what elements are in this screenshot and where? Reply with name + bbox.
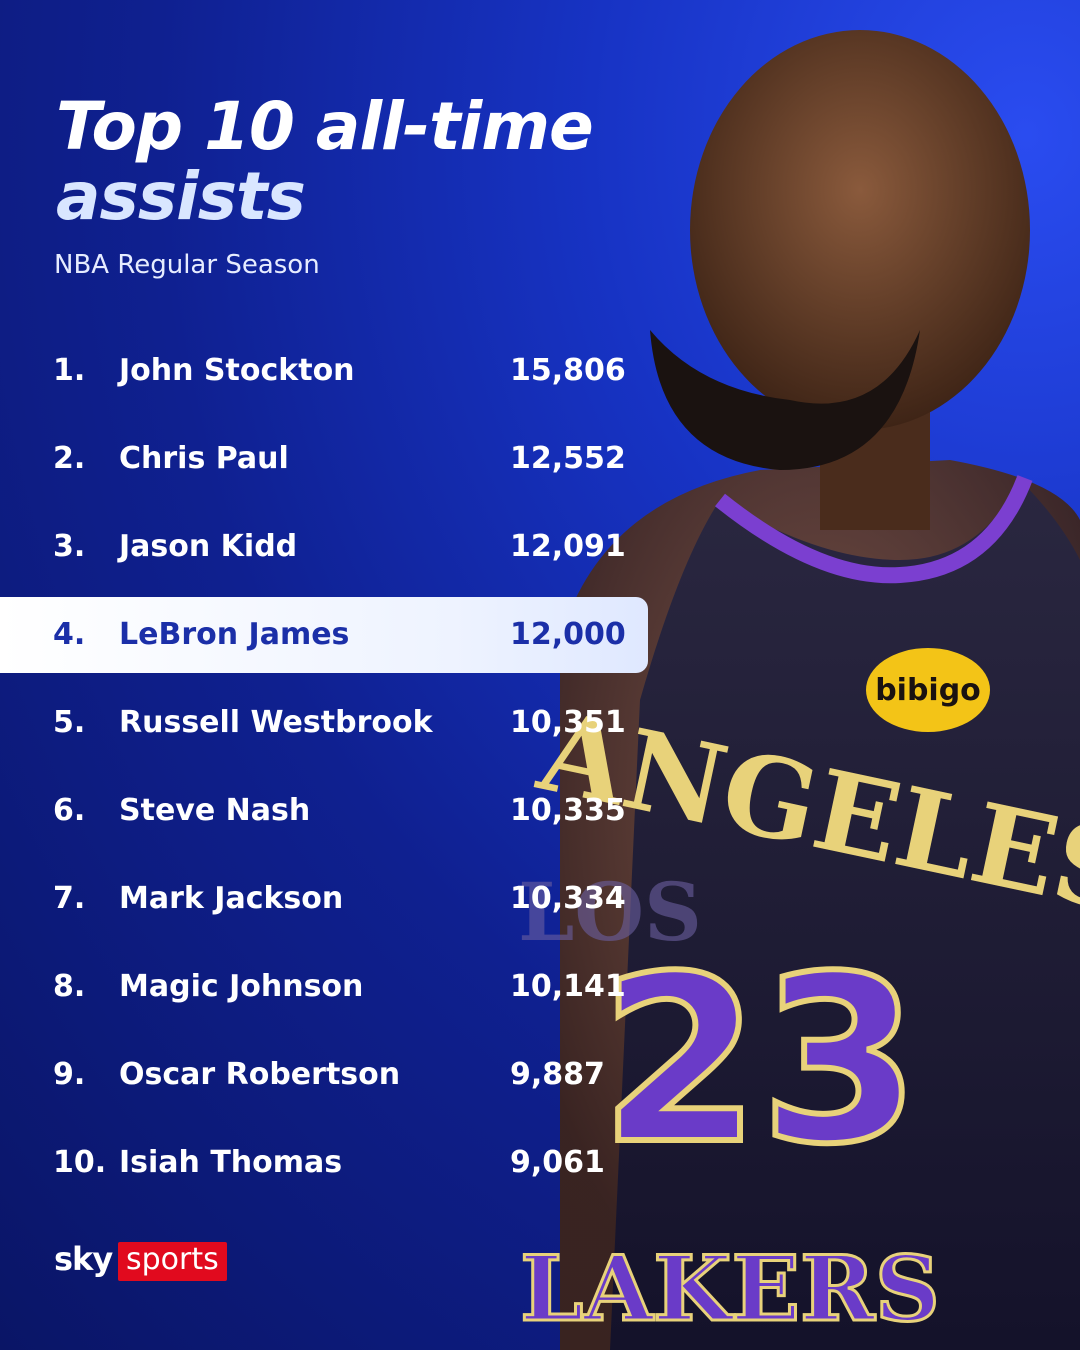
assists-value: 9,061 [510, 1145, 605, 1180]
assists-value: 12,091 [510, 529, 626, 564]
rank: 1. [53, 353, 86, 388]
player-name: Jason Kidd [119, 529, 298, 564]
player-name: John Stockton [119, 353, 355, 388]
jersey-text: LAKERS [520, 1236, 940, 1342]
rank: 4. [53, 617, 86, 652]
assists-value: 10,141 [510, 969, 626, 1004]
assists-value: 10,351 [510, 705, 626, 740]
assists-value: 10,335 [510, 793, 626, 828]
player-name: Magic Johnson [119, 969, 364, 1004]
subtitle: NBA Regular Season [54, 250, 320, 280]
head [690, 30, 1030, 430]
rank: 9. [53, 1057, 86, 1092]
row: 9. Oscar Robertson 9,887 [0, 1037, 648, 1113]
row: 5. Russell Westbrook 10,351 [0, 685, 648, 761]
assists-value: 12,000 [510, 617, 626, 652]
logo-sports: sports [118, 1242, 227, 1281]
highlighted-row: 4. LeBron James 12,000 [0, 597, 648, 673]
title: Top 10 all-time [56, 88, 594, 165]
jersey-number: 23 [600, 928, 920, 1195]
rank: 3. [53, 529, 86, 564]
rank: 7. [53, 881, 86, 916]
row: 8. Magic Johnson 10,141 [0, 949, 648, 1025]
assists-value: 12,552 [510, 441, 626, 476]
row: 10. Isiah Thomas 9,061 [0, 1125, 648, 1201]
title: assists [56, 158, 306, 235]
row: 1. John Stockton 15,806 [0, 333, 648, 409]
player-name: Steve Nash [119, 793, 311, 828]
beard [650, 330, 920, 470]
assists-value: 9,887 [510, 1057, 605, 1092]
rank: 10. [53, 1145, 107, 1180]
rank: 5. [53, 705, 86, 740]
player-name: Russell Westbrook [119, 705, 433, 740]
player-name: LeBron James [119, 617, 350, 652]
row: 6. Steve Nash 10,335 [0, 773, 648, 849]
row: 3. Jason Kidd 12,091 [0, 509, 648, 585]
assists-value: 10,334 [510, 881, 626, 916]
logo-sky: sky [54, 1240, 113, 1278]
player-name: Chris Paul [119, 441, 289, 476]
row: 2. Chris Paul 12,552 [0, 421, 648, 497]
row: 7. Mark Jackson 10,334 [0, 861, 648, 937]
rank: 6. [53, 793, 86, 828]
sponsor-patch [866, 648, 990, 732]
rank: 2. [53, 441, 86, 476]
assists-value: 15,806 [510, 353, 626, 388]
jersey-trim [715, 475, 1033, 584]
sponsor-text: bibigo [875, 673, 981, 708]
jersey-text: LOS [518, 865, 702, 959]
rank: 8. [53, 969, 86, 1004]
player-name: Mark Jackson [119, 881, 344, 916]
player-name: Oscar Robertson [119, 1057, 401, 1092]
player-name: Isiah Thomas [119, 1145, 343, 1180]
